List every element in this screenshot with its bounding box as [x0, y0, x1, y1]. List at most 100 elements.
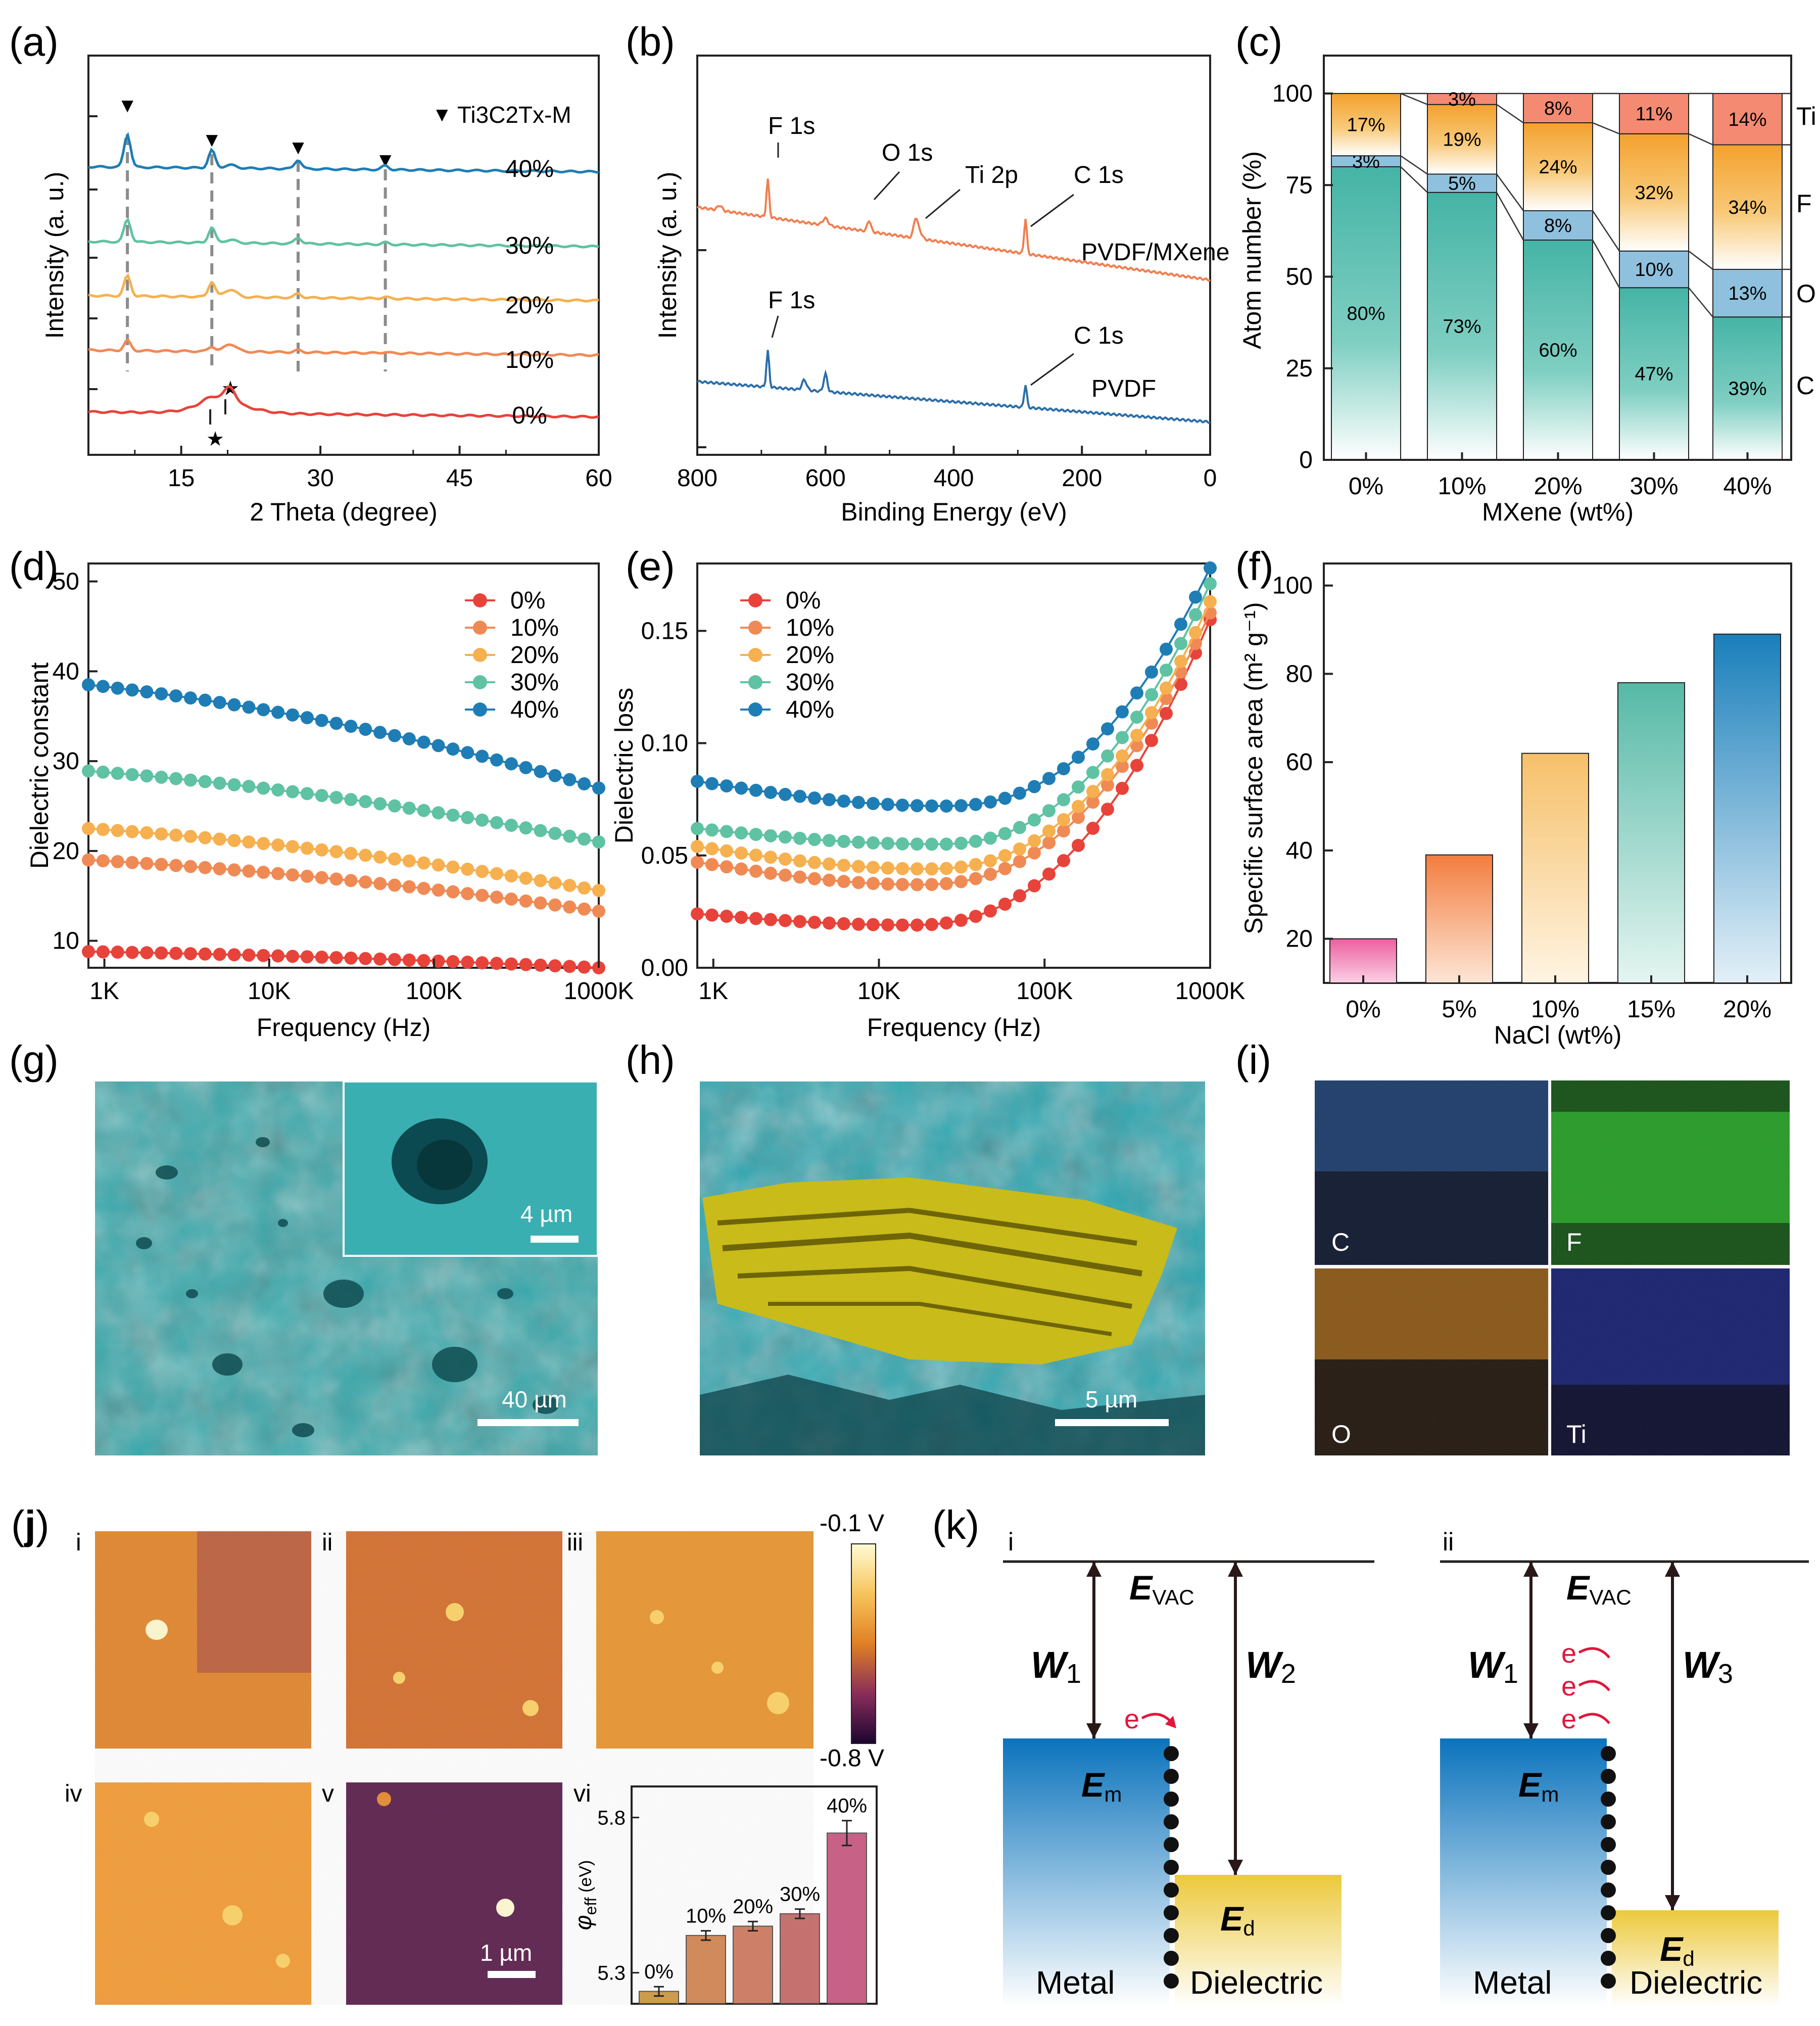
- data-point: [242, 864, 256, 878]
- interface-charge: [1601, 1882, 1616, 1898]
- data-point: [359, 875, 372, 889]
- bar-label: 39%: [1728, 379, 1766, 400]
- legend-marker: [748, 621, 762, 635]
- panel-a-reference-lines: ▼▼ ▼▼★★: [117, 95, 395, 450]
- data-point: [867, 918, 880, 931]
- data-point: [184, 860, 197, 873]
- data-point: [1174, 637, 1187, 650]
- data-point: [257, 866, 270, 879]
- series-line-10%: [88, 338, 599, 357]
- data-point: [373, 797, 387, 811]
- data-point: [1072, 780, 1085, 794]
- data-point: [881, 918, 894, 932]
- data-point: [1057, 762, 1070, 776]
- electron-arrow: [1578, 1713, 1610, 1724]
- data-point: [1013, 821, 1026, 834]
- interface-charge: [1164, 1837, 1179, 1852]
- data-point: [1174, 678, 1187, 691]
- electron-label: e: [1561, 1671, 1576, 1702]
- data-point: [954, 799, 968, 813]
- data-point: [213, 948, 226, 961]
- data-point: [867, 861, 880, 874]
- data-point: [155, 687, 168, 700]
- arrow-head: [1665, 1895, 1680, 1910]
- bar-Ti-30%: [1619, 93, 1689, 134]
- legend-marker: [748, 593, 762, 607]
- data-point: [1130, 686, 1143, 700]
- data-point: [446, 955, 460, 968]
- bar-F-30%: [1619, 133, 1689, 252]
- annotation-c1s-bottom: C 1s: [1074, 322, 1124, 349]
- data-point: [1086, 737, 1099, 751]
- legend-label: 0%: [786, 587, 821, 614]
- x-tick-label: 1000K: [1175, 978, 1246, 1005]
- y-tick-label: 60: [1286, 749, 1313, 776]
- bar-label: 32%: [1635, 182, 1673, 204]
- series-line-20%: [88, 273, 599, 303]
- legend-marker: [473, 593, 487, 607]
- data-point: [548, 959, 562, 973]
- data-point: [417, 881, 430, 895]
- metal-block: [1003, 1738, 1170, 2006]
- data-point: [1057, 824, 1070, 838]
- data-point: [490, 867, 503, 880]
- x-tick-label: 45: [446, 465, 473, 492]
- data-point: [271, 867, 285, 880]
- data-point: [563, 879, 577, 892]
- data-point: [155, 858, 168, 871]
- bar-O-20%: [1523, 210, 1593, 241]
- data-point: [793, 789, 806, 803]
- bar-label: 8%: [1544, 215, 1572, 237]
- interface-charge: [1601, 1860, 1616, 1875]
- data-point: [998, 898, 1012, 911]
- connector-line: [1592, 240, 1620, 288]
- bar-label: 47%: [1635, 364, 1673, 385]
- data-point: [359, 795, 372, 809]
- panel-b-xlabel: Binding Energy (eV): [841, 498, 1067, 526]
- panel-c-legend-ti: Ti: [1796, 102, 1816, 130]
- x-tick-label: 40%: [1723, 473, 1771, 500]
- data-point: [940, 862, 953, 875]
- connector-line: [1400, 166, 1428, 193]
- data-point: [329, 791, 343, 805]
- data-point: [881, 836, 894, 850]
- data-point: [925, 918, 938, 931]
- data-point: [1057, 854, 1070, 868]
- interface-charge: [1164, 1951, 1179, 1966]
- data-point: [373, 851, 387, 864]
- data-point: [911, 878, 924, 891]
- data-point: [852, 860, 865, 873]
- data-point: [1013, 786, 1026, 800]
- panel-d-ylabel: Dielectric constant: [25, 663, 54, 869]
- arrow-head: [1086, 1723, 1101, 1738]
- data-point: [867, 796, 880, 810]
- panel-c-bars: 80%3%17%73%5%19%3%60%8%24%8%47%10%32%11%…: [1331, 89, 1791, 460]
- interface-charge: [1164, 1814, 1179, 1829]
- data-point: [823, 857, 836, 871]
- data-point: [578, 832, 591, 846]
- data-point: [954, 875, 968, 888]
- data-point: [764, 867, 777, 880]
- data-point: [155, 770, 168, 784]
- data-point: [764, 786, 777, 799]
- legend-label: 30%: [786, 669, 834, 696]
- data-point: [344, 951, 358, 965]
- data-point: [1101, 803, 1114, 816]
- data-point: [125, 946, 139, 959]
- y-tick-label: 30: [53, 748, 79, 775]
- interface-charge: [1164, 1746, 1179, 1761]
- panel-b-ylabel: Intensity (a. u.): [653, 172, 682, 339]
- panel-label-e: (e): [626, 544, 675, 589]
- data-point: [1189, 590, 1202, 604]
- interface-charge: [1164, 1973, 1179, 1989]
- kpfm-label-iv: iv: [65, 1780, 82, 1807]
- data-point: [198, 775, 212, 788]
- panel-e-ylabel: Dielectric loss: [610, 688, 638, 843]
- series-line-40%: [88, 131, 599, 174]
- y-tick-label: 25: [1286, 355, 1313, 382]
- data-point: [111, 946, 124, 959]
- data-point: [257, 949, 270, 962]
- data-point: [940, 916, 953, 930]
- legend-marker: [748, 702, 762, 717]
- bar-Ti-40%: [1712, 93, 1783, 146]
